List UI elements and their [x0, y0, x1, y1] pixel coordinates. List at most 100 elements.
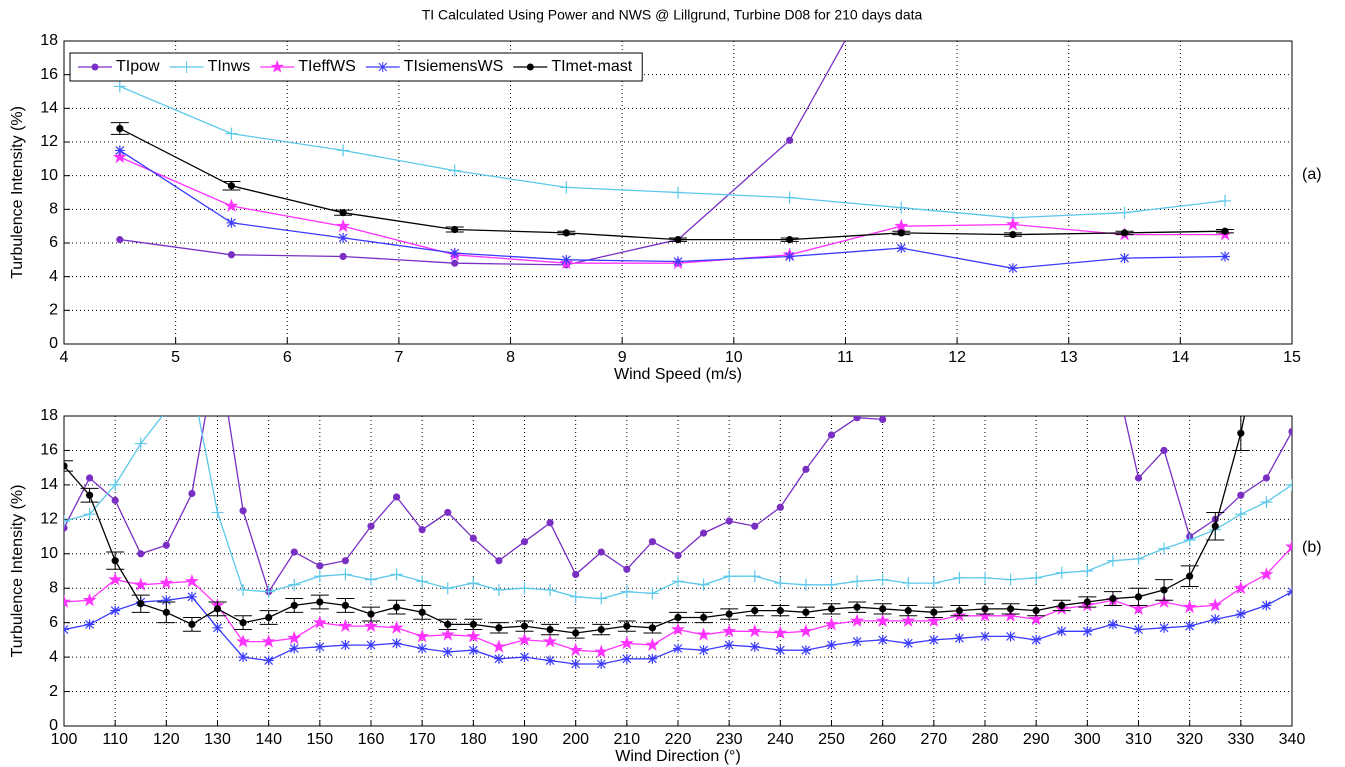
data-point: [469, 620, 477, 628]
data-point: [314, 641, 325, 652]
data-point: [520, 622, 529, 630]
data-point: [544, 583, 557, 596]
data-point: [444, 508, 452, 516]
y-tick-label: 14: [40, 476, 58, 493]
data-point: [110, 605, 121, 616]
data-point: [674, 551, 682, 560]
data-point: [1182, 599, 1197, 614]
data-point: [1109, 595, 1117, 603]
data-point: [364, 618, 378, 633]
data-point: [594, 644, 609, 658]
data-point: [827, 605, 836, 613]
data-point: [1030, 571, 1043, 584]
data-point: [1134, 474, 1143, 482]
data-point: [1287, 586, 1292, 597]
data-point: [1210, 614, 1221, 625]
data-point: [724, 640, 735, 651]
data-point: [1009, 231, 1017, 239]
data-point: [186, 376, 198, 388]
legend-marker: [270, 59, 284, 73]
data-point: [620, 585, 633, 598]
y-tick-label: 12: [40, 511, 58, 528]
data-point: [1133, 624, 1144, 635]
data-point: [775, 645, 786, 656]
data-point: [227, 182, 236, 190]
y-tick-label: 8: [49, 579, 58, 596]
data-point: [568, 642, 583, 657]
data-point: [367, 610, 375, 618]
data-point: [674, 613, 682, 622]
data-point: [82, 592, 97, 607]
data-point: [1158, 542, 1171, 555]
data-point: [112, 149, 127, 164]
data-point: [1184, 621, 1195, 632]
data-point: [1286, 478, 1292, 491]
y-tick-label: 0: [49, 717, 58, 734]
data-point: [877, 634, 888, 645]
data-point: [1233, 580, 1248, 595]
data-point: [469, 534, 477, 542]
data-point: [776, 607, 784, 615]
data-point: [1160, 446, 1168, 454]
plot-content: [64, 376, 1292, 669]
data-point: [648, 624, 657, 632]
plot-frame: [63, 40, 1293, 345]
data-point: [621, 653, 632, 664]
legend-marker: [180, 61, 193, 73]
data-point: [390, 568, 403, 581]
data-point: [392, 493, 401, 501]
data-point: [133, 577, 148, 591]
y-tick-label: 2: [49, 683, 58, 700]
legend-label: TImet-mast: [551, 58, 632, 75]
y-tick-label: 6: [49, 234, 58, 251]
data-point: [162, 541, 170, 549]
data-point: [64, 462, 68, 470]
data-point: [165, 416, 167, 417]
y-tick-label: 6: [49, 614, 58, 631]
x-tick-label: 220: [665, 731, 692, 748]
data-point: [415, 629, 430, 643]
data-point: [239, 507, 247, 515]
data-point: [672, 186, 684, 199]
data-point: [560, 181, 573, 194]
data-point: [64, 594, 71, 608]
data-point: [674, 236, 682, 244]
y-tick-label: 12: [40, 133, 58, 150]
data-point: [903, 638, 914, 649]
y-tick-label: 8: [49, 201, 58, 218]
data-point: [1288, 427, 1292, 436]
data-point: [827, 431, 836, 439]
legend-marker: [91, 63, 99, 71]
data-point: [113, 80, 126, 93]
data-point: [339, 209, 347, 217]
data-point: [1211, 522, 1219, 530]
data-point: [647, 653, 658, 664]
data-point: [451, 259, 459, 267]
data-point: [495, 557, 503, 565]
data-point: [1219, 194, 1232, 207]
data-point: [774, 577, 787, 590]
data-point: [545, 655, 556, 666]
data-point: [262, 585, 275, 598]
data-point: [1160, 586, 1168, 594]
data-point: [725, 517, 733, 525]
data-point: [980, 631, 990, 642]
legend-label: TIeffWS: [298, 58, 356, 75]
data-point: [853, 603, 861, 611]
x-tick-label: 270: [920, 731, 947, 748]
data-point: [85, 474, 94, 482]
data-point: [1007, 263, 1018, 274]
data-point: [109, 478, 122, 491]
data-point: [336, 218, 351, 233]
data-point: [236, 634, 251, 648]
data-point: [619, 636, 634, 650]
data-point: [895, 201, 908, 214]
y-tick-label: 16: [40, 66, 58, 83]
data-point: [1260, 496, 1273, 509]
data-point: [1083, 598, 1091, 606]
data-point: [1118, 206, 1131, 219]
data-point: [875, 613, 890, 627]
y-tick-label: 4: [49, 268, 58, 285]
data-point: [645, 637, 660, 651]
data-point: [492, 583, 505, 596]
